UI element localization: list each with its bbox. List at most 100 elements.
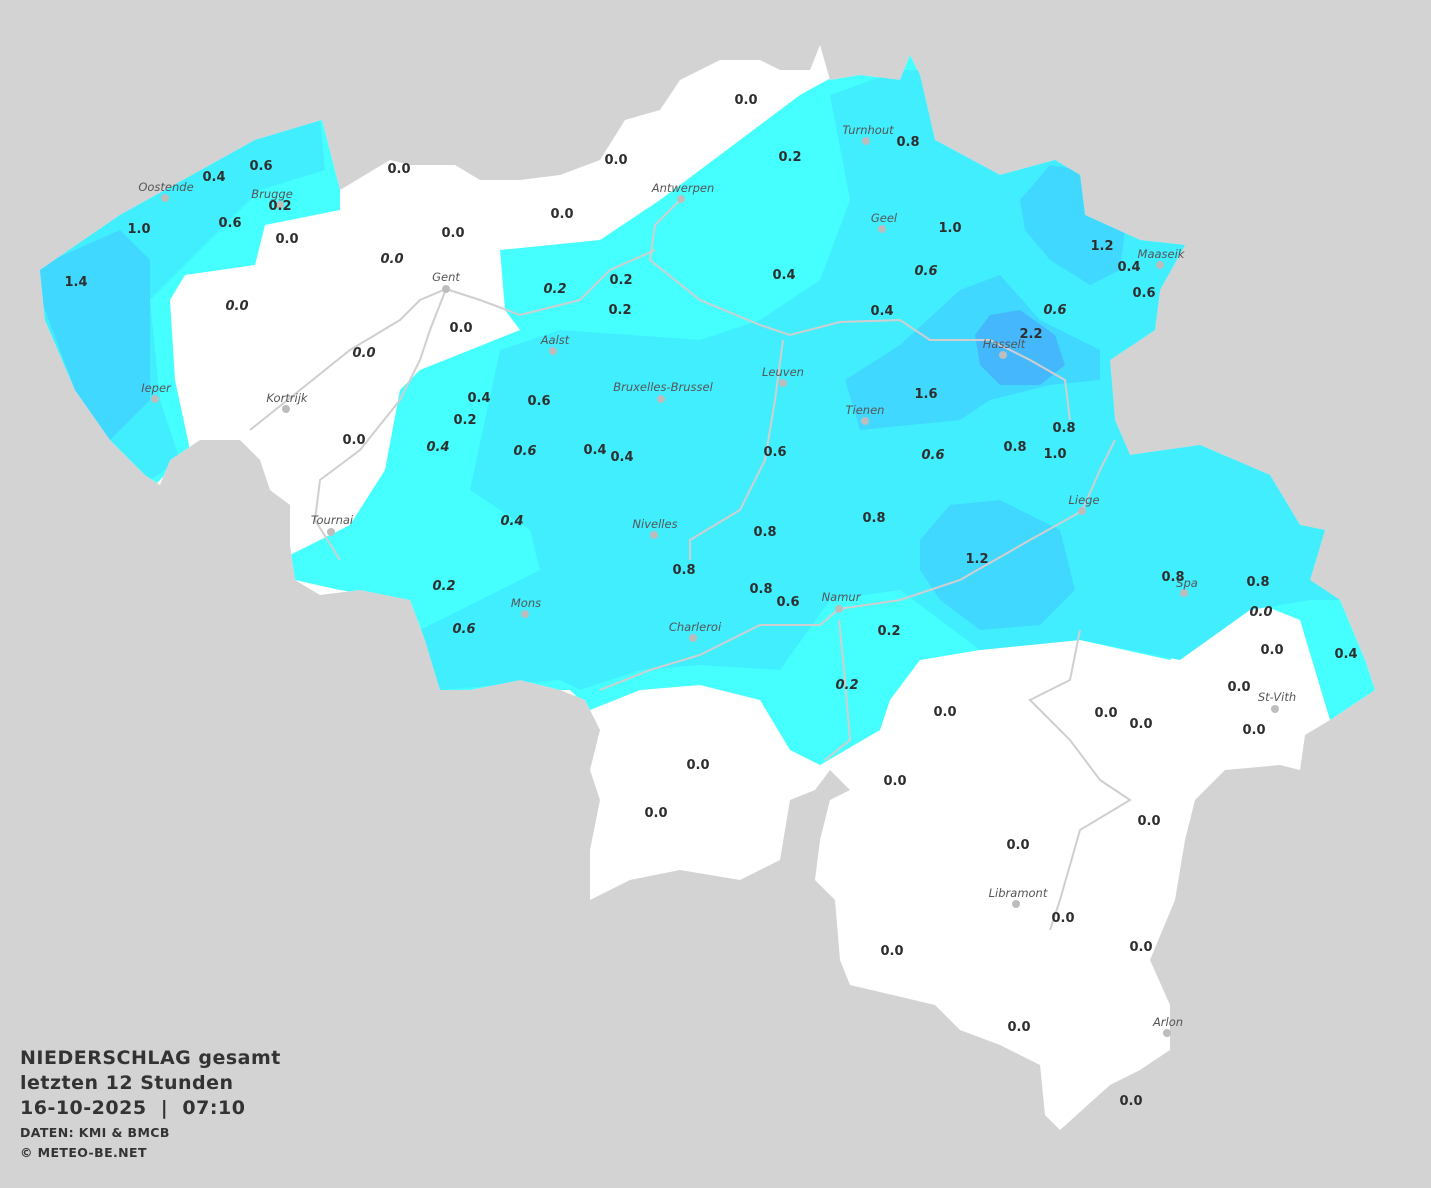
city-label: Namur: [822, 590, 862, 604]
precipitation-value: 0.0: [1137, 814, 1160, 829]
precipitation-value: 0.0: [387, 162, 410, 177]
precipitation-value: 1.6: [914, 387, 937, 402]
city-marker: [999, 351, 1007, 359]
precipitation-value: 0.4: [426, 440, 449, 455]
city-label: Charleroi: [669, 620, 722, 634]
city-marker: [677, 195, 685, 203]
precipitation-value: 1.0: [127, 222, 150, 237]
precipitation-value: 0.6: [914, 264, 937, 279]
precipitation-value: 0.0: [225, 299, 248, 314]
river: [599, 439, 1116, 691]
precipitation-value: 0.0: [734, 93, 757, 108]
precipitation-value: 0.8: [1003, 440, 1026, 455]
city-label: Geel: [871, 211, 898, 225]
city-marker: [657, 395, 665, 403]
city-marker: [878, 225, 886, 233]
precipitation-value: 0.0: [604, 153, 627, 168]
precipitation-value: 0.4: [202, 170, 225, 185]
city-marker: [689, 634, 697, 642]
precipitation-value: 0.4: [610, 450, 633, 465]
precipitation-value: 0.6: [1132, 286, 1155, 301]
precipitation-value: 0.4: [1334, 647, 1357, 662]
precipitation-value: 2.2: [1019, 327, 1042, 342]
city-marker: [276, 201, 284, 209]
precipitation-value: 0.6: [218, 216, 241, 231]
city-marker: [282, 405, 290, 413]
city-marker: [1156, 261, 1164, 269]
city-label: Bruxelles-Brussel: [613, 380, 713, 394]
precipitation-value: 0.0: [880, 944, 903, 959]
precipitation-value: 0.2: [835, 678, 858, 693]
city-label: Hasselt: [983, 337, 1026, 351]
city-marker: [521, 610, 529, 618]
precipitation-value: 0.2: [543, 282, 566, 297]
precipitation-value: 0.6: [249, 159, 272, 174]
precipitation-value: 0.0: [644, 806, 667, 821]
precipitation-value: 0.4: [1117, 260, 1140, 275]
city-label: Mons: [511, 596, 541, 610]
precipitation-value: 0.4: [467, 391, 490, 406]
city-marker: [862, 137, 870, 145]
city-marker: [1180, 589, 1188, 597]
city-label: Turnhout: [842, 123, 894, 137]
city-label: St-Vith: [1258, 690, 1296, 704]
city-marker: [861, 417, 869, 425]
precipitation-value: 0.0: [1051, 911, 1074, 926]
precipitation-value: 0.2: [453, 413, 476, 428]
precipitation-value: 0.8: [749, 582, 772, 597]
legend-source: DATEN: KMI & BMCB: [20, 1125, 170, 1140]
city-marker: [442, 285, 450, 293]
precipitation-value: 0.6: [527, 394, 550, 409]
precipitation-value: 0.8: [753, 525, 776, 540]
precipitation-value: 0.8: [1052, 421, 1075, 436]
city-label: Arlon: [1152, 1015, 1183, 1029]
city-marker: [1078, 507, 1086, 515]
city-marker: [151, 395, 159, 403]
city-label: Leuven: [762, 365, 804, 379]
river: [1028, 629, 1132, 931]
river: [313, 288, 447, 561]
precipitation-value: 0.0: [441, 226, 464, 241]
city-label: Libramont: [989, 886, 1048, 900]
precipitation-value: 0.0: [1094, 706, 1117, 721]
city-label: Gent: [432, 270, 460, 284]
city-label: Oostende: [138, 180, 193, 194]
precipitation-value: 0.6: [513, 444, 536, 459]
city-label: Tienen: [846, 403, 885, 417]
precipitation-value: 0.6: [1043, 303, 1066, 318]
precipitation-value: 0.0: [342, 433, 365, 448]
river: [824, 619, 852, 761]
precipitation-value: 1.0: [1043, 447, 1066, 462]
value-layer: 0.0 0.2 0.8 0.0 0.0 0.6 0.4 0.2 0.0 0.6 1.0 0.0 0.0 0…: [64, 93, 1357, 1109]
city-marker: [1271, 705, 1279, 713]
precipitation-value: 0.2: [609, 273, 632, 288]
precipitation-value: 1.2: [1090, 239, 1113, 254]
precipitation-value: 1.4: [64, 275, 87, 290]
precipitation-value: 0.0: [1227, 680, 1250, 695]
precipitation-value: 0.6: [452, 622, 475, 637]
city-label: Spa: [1176, 576, 1198, 590]
city-marker: [1163, 1029, 1171, 1037]
legend-copyright: © METEO-BE.NET: [20, 1145, 147, 1160]
city-label: Ieper: [141, 381, 172, 395]
city-label: Brugge: [251, 187, 293, 201]
precipitation-value: 0.0: [1242, 723, 1265, 738]
precipitation-value: 0.0: [1249, 605, 1272, 620]
city-label: Aalst: [540, 333, 570, 347]
precipitation-value: 0.8: [896, 135, 919, 150]
city-label: Kortrijk: [266, 391, 309, 405]
precipitation-value: 0.0: [1006, 838, 1029, 853]
river: [689, 339, 784, 560]
zone-1-0: [920, 500, 1075, 630]
precipitation-value: 0.0: [275, 232, 298, 247]
precipitation-value: 1.0: [938, 221, 961, 236]
city-label: Maaseik: [1138, 247, 1186, 261]
city-marker: [650, 531, 658, 539]
legend-datetime: 16-10-2025 | 07:10: [20, 1097, 246, 1119]
precipitation-value: 0.2: [877, 624, 900, 639]
precipitation-value: 0.0: [1007, 1020, 1030, 1035]
city-marker: [161, 194, 169, 202]
precipitation-value: 0.4: [870, 304, 893, 319]
city-marker: [327, 528, 335, 536]
precipitation-value: 0.0: [380, 252, 403, 267]
